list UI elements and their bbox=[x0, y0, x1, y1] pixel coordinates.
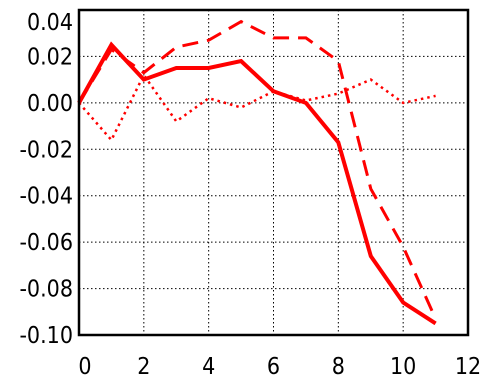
x-tick-label: 6 bbox=[267, 354, 280, 380]
x-axis-ticks: 0 2 4 6 8 10 12 bbox=[78, 354, 481, 380]
y-tick-label: -0.02 bbox=[19, 137, 73, 163]
series-line-dashed bbox=[77, 19, 437, 320]
y-tick-label: 0.00 bbox=[27, 91, 73, 117]
y-tick-label: 0.02 bbox=[27, 44, 73, 70]
x-tick-label: 4 bbox=[202, 354, 215, 380]
series-line-solid bbox=[77, 41, 437, 326]
x-tick-label: 12 bbox=[455, 354, 481, 380]
x-tick-label: 0 bbox=[78, 354, 91, 380]
series-line-dotted bbox=[78, 72, 436, 143]
plot-frame bbox=[77, 8, 470, 337]
y-tick-label: 0.04 bbox=[27, 10, 73, 36]
y-tick-label: -0.04 bbox=[19, 184, 73, 210]
y-axis-ticks: 0.04 0.02 0.00 -0.02 -0.04 -0.06 -0.08 -0.10 bbox=[19, 10, 73, 349]
grid-lines bbox=[79, 10, 468, 335]
y-tick-label: -0.10 bbox=[19, 323, 73, 349]
y-tick-label: -0.06 bbox=[19, 230, 73, 256]
x-tick-label: 8 bbox=[332, 354, 345, 380]
x-tick-label: 2 bbox=[137, 354, 150, 380]
series-lines bbox=[77, 19, 437, 326]
y-tick-label: -0.08 bbox=[19, 277, 73, 303]
x-tick-label: 10 bbox=[390, 354, 416, 380]
